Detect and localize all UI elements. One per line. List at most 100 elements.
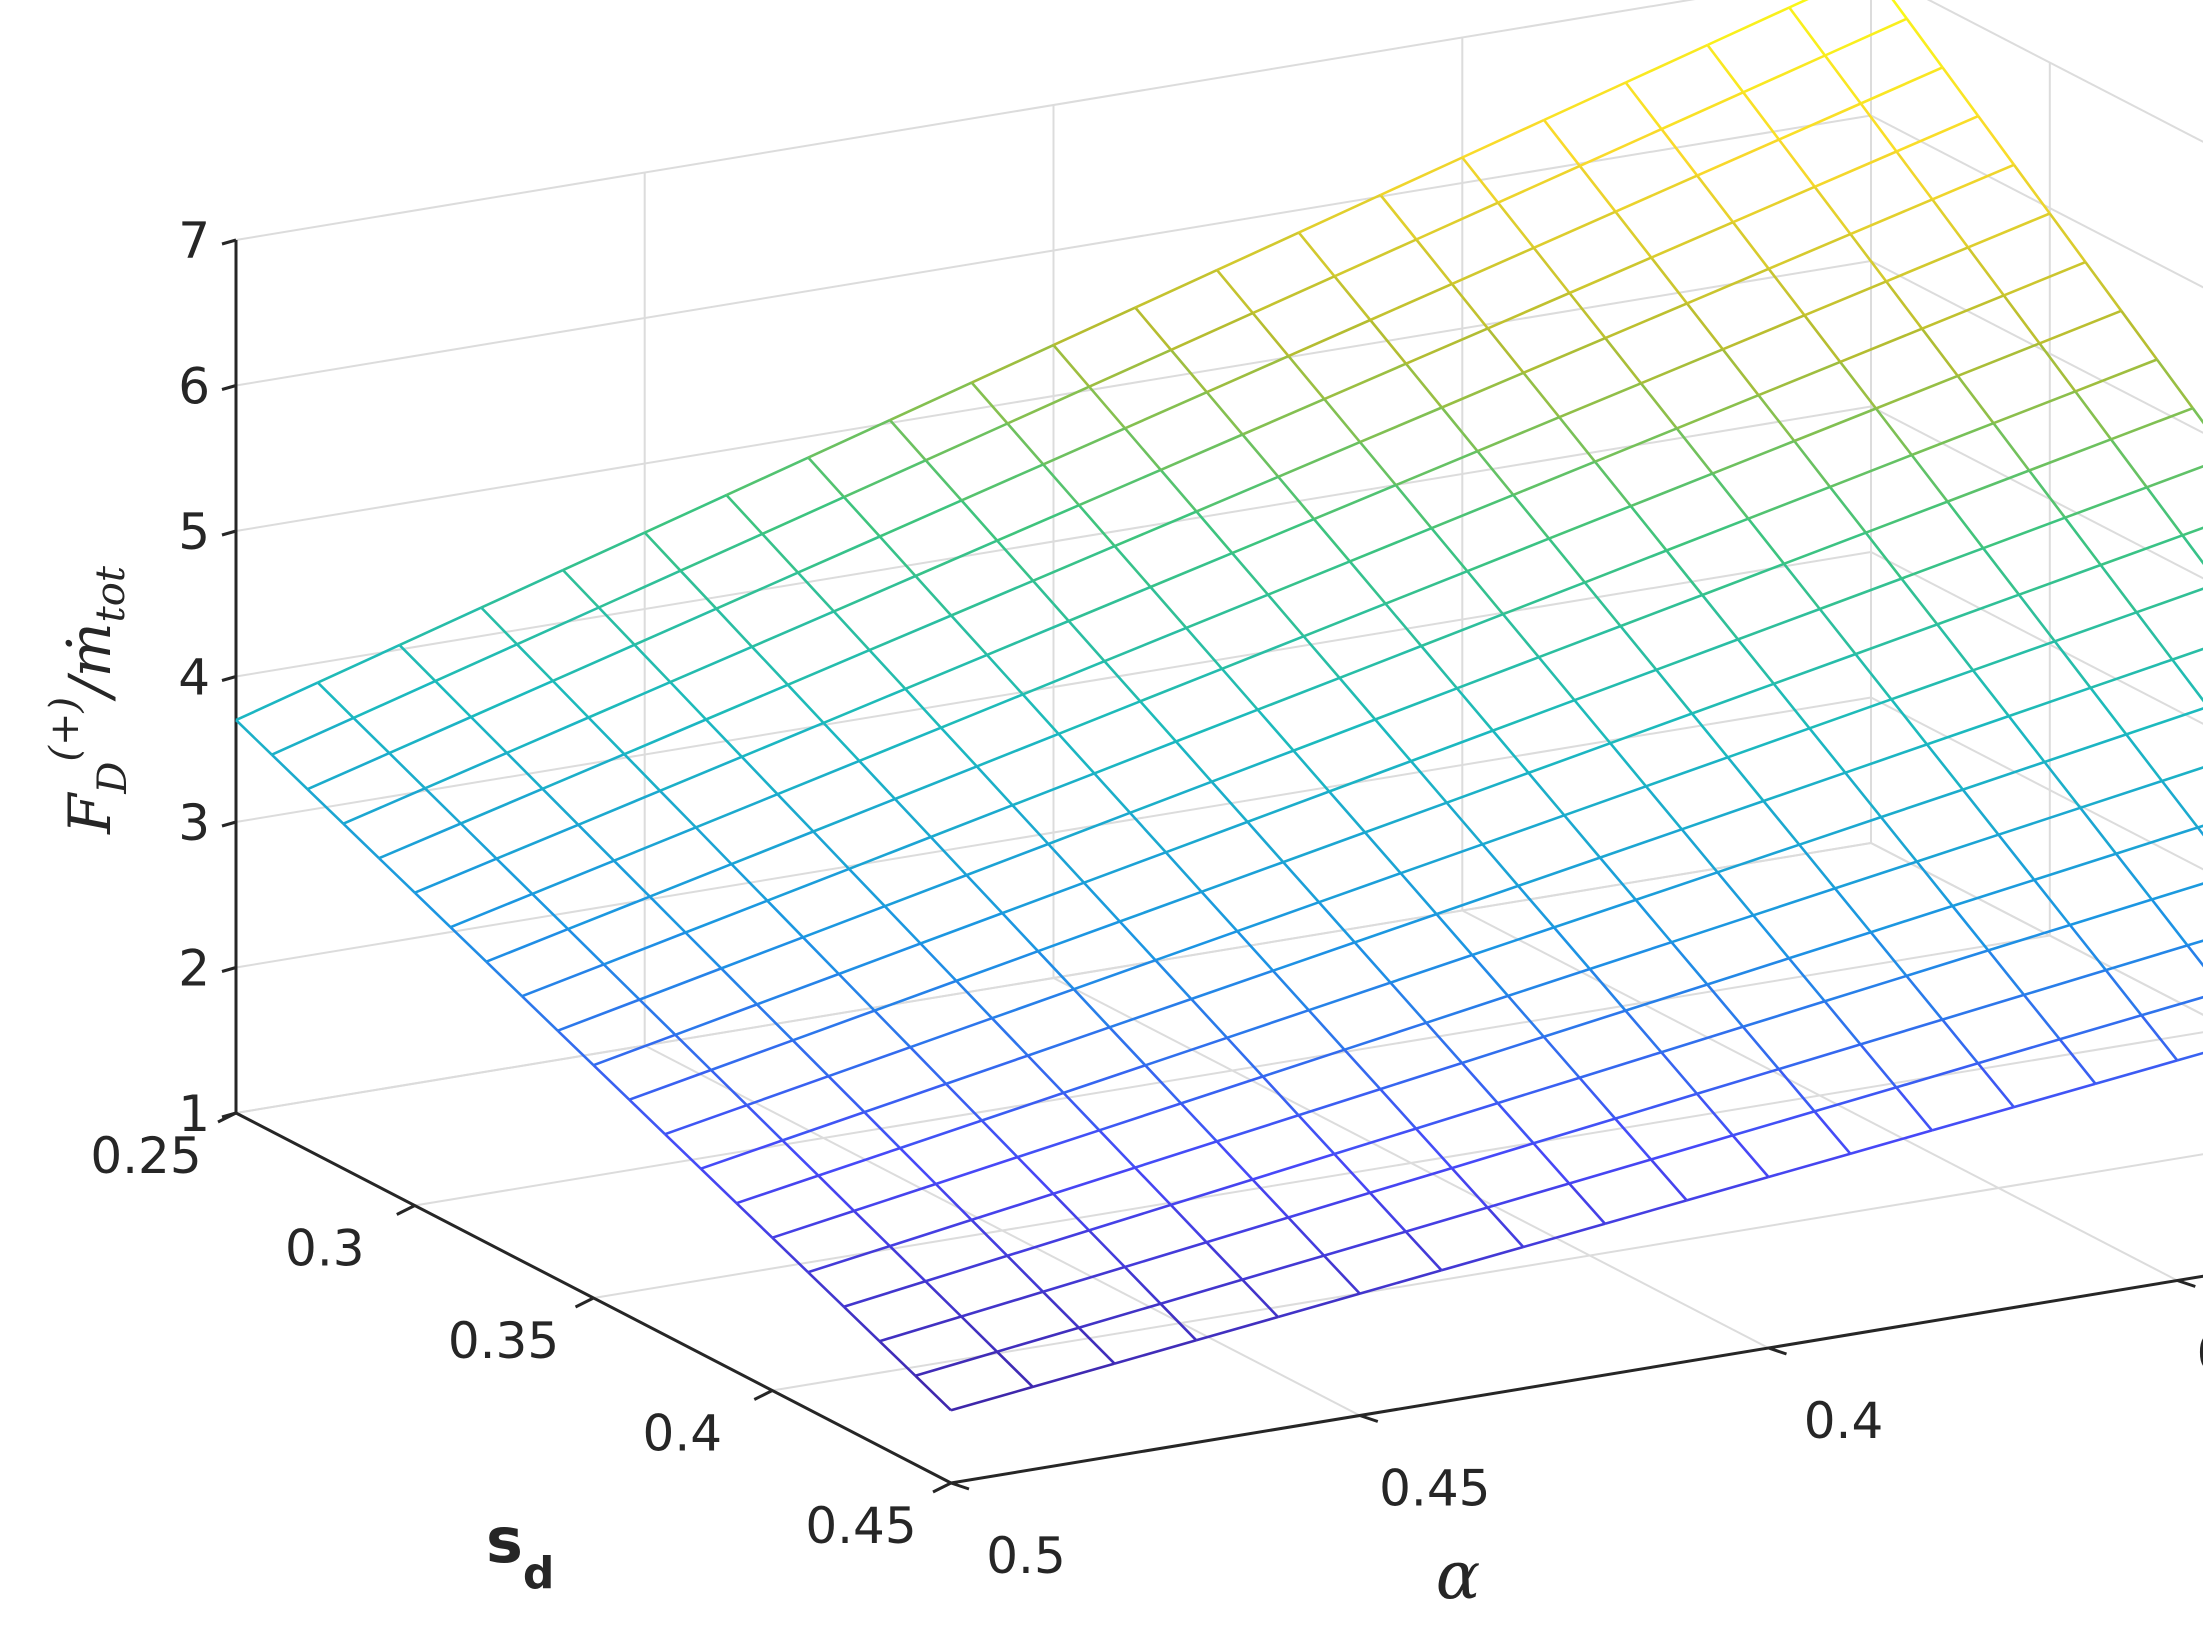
mesh-line (628, 1098, 666, 1136)
mesh-line (909, 1016, 993, 1049)
mesh-line (1788, 6, 1827, 57)
mesh-line (2053, 640, 2092, 689)
mesh-line (1778, 1043, 1861, 1071)
mesh-line (1829, 453, 1913, 489)
grid-line (235, 842, 1872, 1114)
mesh-line (996, 1350, 1034, 1388)
mesh-line (388, 715, 472, 755)
mesh-line (1496, 201, 1535, 249)
mesh-line (1144, 1064, 1182, 1105)
mesh-line (521, 995, 559, 1032)
mesh-line (2140, 1014, 2179, 1062)
mesh-line (1793, 407, 1877, 443)
mesh-line (1594, 427, 1678, 463)
mesh-line (552, 643, 636, 683)
mesh-line (460, 787, 544, 825)
mesh-line (960, 463, 1044, 502)
mesh-line (1118, 920, 1157, 962)
mesh-line (485, 927, 569, 963)
mesh-line (1032, 1362, 1115, 1389)
mesh-line (2100, 534, 2183, 567)
mesh-line (791, 1039, 830, 1078)
mesh-line (1180, 1075, 1264, 1105)
mesh-line (1221, 667, 1259, 711)
mesh-line (986, 619, 1070, 657)
mesh-line (1767, 268, 1806, 317)
mesh-line (1206, 1216, 1289, 1244)
mesh-line (894, 798, 932, 838)
mesh-line (1788, 957, 1826, 1003)
mesh-line (1226, 1036, 1264, 1078)
mesh-line (1875, 374, 1959, 410)
mesh-line (1620, 593, 1703, 628)
mesh-line (1057, 733, 1096, 775)
mesh-line (838, 942, 921, 976)
mesh-line (459, 822, 498, 860)
z-tick-label: 3 (178, 794, 210, 852)
mesh-line (1241, 1254, 1325, 1281)
x-tick-mark (2176, 1279, 2196, 1288)
mesh-line (1430, 527, 1469, 573)
mesh-line (940, 726, 978, 768)
mesh-line (827, 1075, 866, 1114)
mesh-line (1951, 905, 1990, 952)
mesh-line (2058, 1038, 2097, 1085)
mesh-line (1921, 294, 2005, 330)
mesh-line (1083, 851, 1167, 884)
mesh-line (725, 456, 809, 497)
mesh-line (1982, 547, 2021, 596)
z-axis-label: FD(+)/ṁtot (42, 565, 136, 835)
mesh-line (874, 979, 957, 1012)
mesh-line (316, 681, 355, 719)
mesh-line (1149, 586, 1188, 629)
mesh-line (1671, 914, 1754, 944)
mesh-line (1910, 454, 1949, 503)
mesh-line (1803, 314, 1842, 363)
mesh-line (424, 787, 462, 825)
mesh-line (731, 830, 814, 866)
mesh-line (1175, 708, 1259, 743)
z-label-sup: (+) (42, 697, 88, 762)
mesh-line (878, 1340, 917, 1377)
mesh-line (1542, 119, 1581, 167)
mesh-line (1210, 780, 1249, 823)
mesh-line (235, 719, 273, 756)
mesh-line (1568, 1182, 1606, 1225)
mesh-line (1961, 788, 2000, 836)
mesh-line (613, 859, 651, 898)
mesh-line (1706, 983, 1744, 1028)
grid-line (1926, 0, 2203, 143)
mesh-line (899, 1147, 937, 1185)
mesh-line (1772, 682, 1811, 730)
mesh-line (1696, 1092, 1734, 1137)
mesh-line (541, 753, 625, 790)
mesh-line (2079, 807, 2118, 855)
mesh-line (1379, 1061, 1463, 1091)
mesh-line (1124, 1241, 1207, 1269)
y-tick-label: 0.25 (90, 1127, 201, 1185)
mesh-line (1353, 941, 1392, 984)
mesh-line (1297, 1114, 1336, 1155)
mesh-line (1558, 416, 1597, 463)
mesh-line (1461, 156, 1500, 204)
mesh-line (802, 936, 840, 975)
mesh-line (1833, 887, 1872, 934)
mesh-line (669, 681, 707, 721)
mesh-line (883, 905, 922, 945)
mesh-line (771, 1236, 809, 1274)
mesh-line (1456, 687, 1494, 732)
mesh-line (1012, 772, 1095, 807)
mesh-line (2171, 647, 2203, 661)
mesh-line (1588, 968, 1627, 1012)
mesh-line (1895, 150, 1934, 201)
mesh-line (1037, 950, 1075, 991)
mesh-line (1058, 700, 1141, 736)
mesh-line (1150, 551, 1233, 589)
mesh-line (1681, 799, 1764, 831)
mesh-line (644, 493, 728, 534)
mesh-line (342, 822, 380, 860)
mesh-line (807, 1271, 845, 1308)
mesh-line (1941, 1018, 1980, 1065)
mesh-line (1451, 1142, 1534, 1170)
mesh-line (2074, 390, 2113, 441)
